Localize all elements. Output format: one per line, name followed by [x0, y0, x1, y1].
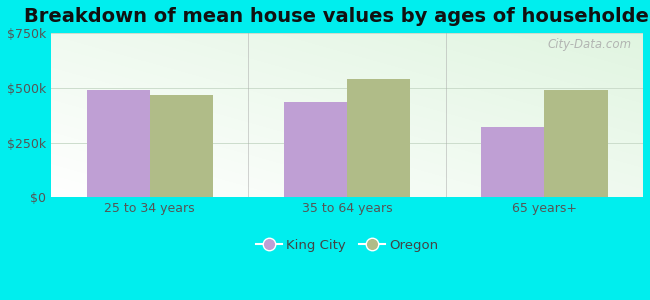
Legend: King City, Oregon: King City, Oregon [250, 233, 444, 257]
Title: Breakdown of mean house values by ages of householders: Breakdown of mean house values by ages o… [24, 7, 650, 26]
Bar [86, 90, 150, 197]
Bar [150, 95, 213, 197]
Bar [481, 127, 545, 197]
Bar [284, 102, 347, 197]
Bar [347, 79, 410, 197]
Bar [545, 90, 608, 197]
Text: City-Data.com: City-Data.com [547, 38, 631, 51]
